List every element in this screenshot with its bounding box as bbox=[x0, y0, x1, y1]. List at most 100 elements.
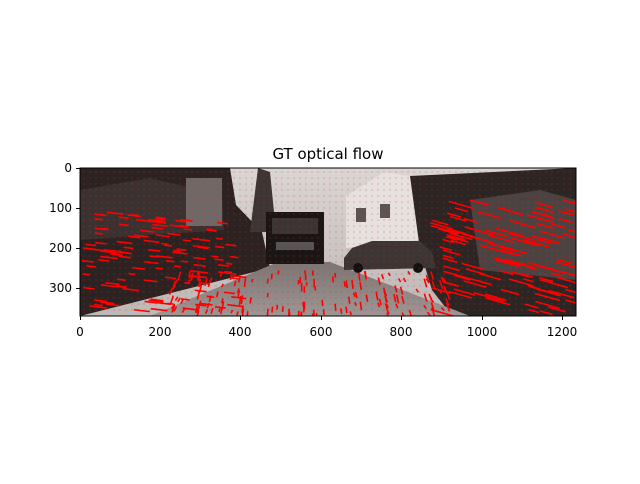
flow-dot bbox=[155, 201, 156, 202]
flow-dot bbox=[497, 171, 498, 172]
flow-dot bbox=[329, 201, 330, 202]
flow-dot bbox=[161, 171, 162, 172]
flow-dot bbox=[113, 231, 114, 232]
flow-dot bbox=[569, 183, 570, 184]
flow-dot bbox=[227, 207, 228, 208]
y-tick-label: 200 bbox=[49, 241, 72, 255]
flow-dot bbox=[479, 261, 480, 262]
flow-dot bbox=[365, 207, 366, 208]
flow-dot bbox=[431, 243, 432, 244]
flow-dot bbox=[407, 261, 408, 262]
flow-dot bbox=[149, 195, 150, 196]
flow-dot bbox=[335, 285, 336, 286]
flow-dot bbox=[491, 183, 492, 184]
flow-dot bbox=[83, 303, 84, 304]
flow-dot bbox=[293, 249, 294, 250]
flow-dot bbox=[335, 249, 336, 250]
flow-dot bbox=[407, 303, 408, 304]
flow-dot bbox=[317, 219, 318, 220]
flow-dot bbox=[395, 171, 396, 172]
flow-dot bbox=[341, 213, 342, 214]
flow-dot bbox=[497, 201, 498, 202]
flow-dot bbox=[413, 249, 414, 250]
flow-dot bbox=[539, 177, 540, 178]
flow-dot bbox=[149, 243, 150, 244]
flow-dot bbox=[527, 231, 528, 232]
flow-dot bbox=[455, 201, 456, 202]
flow-dot bbox=[353, 291, 354, 292]
flow-dot bbox=[395, 225, 396, 226]
flow-dot bbox=[107, 231, 108, 232]
flow-dot bbox=[191, 225, 192, 226]
flow-dot bbox=[401, 231, 402, 232]
flow-dot bbox=[239, 201, 240, 202]
flow-dot bbox=[203, 279, 204, 280]
flow-dot bbox=[83, 189, 84, 190]
flow-dot bbox=[143, 201, 144, 202]
flow-dot bbox=[311, 255, 312, 256]
flow-dot bbox=[383, 171, 384, 172]
flow-dot bbox=[245, 261, 246, 262]
flow-dot bbox=[365, 177, 366, 178]
flow-dot bbox=[407, 207, 408, 208]
flow-dot bbox=[461, 255, 462, 256]
flow-dot bbox=[461, 297, 462, 298]
flow-dot bbox=[227, 213, 228, 214]
flow-dot bbox=[407, 279, 408, 280]
flow-dot bbox=[443, 183, 444, 184]
flow-dot bbox=[569, 303, 570, 304]
flow-dot bbox=[221, 279, 222, 280]
flow-dot bbox=[137, 171, 138, 172]
flow-dot bbox=[215, 201, 216, 202]
flow-dot bbox=[383, 249, 384, 250]
flow-dot bbox=[377, 267, 378, 268]
flow-dot bbox=[557, 297, 558, 298]
flow-dot bbox=[137, 285, 138, 286]
flow-dot bbox=[407, 195, 408, 196]
flow-dot bbox=[149, 267, 150, 268]
flow-dot bbox=[113, 267, 114, 268]
flow-dot bbox=[287, 303, 288, 304]
flow-dot bbox=[515, 219, 516, 220]
flow-dot bbox=[191, 243, 192, 244]
flow-dot bbox=[539, 225, 540, 226]
flow-dot bbox=[569, 219, 570, 220]
flow-dot bbox=[359, 249, 360, 250]
flow-dot bbox=[179, 261, 180, 262]
flow-dot bbox=[341, 297, 342, 298]
flow-dot bbox=[395, 207, 396, 208]
x-tick-label: 0 bbox=[76, 325, 84, 339]
flow-dot bbox=[497, 261, 498, 262]
flow-dot bbox=[461, 309, 462, 310]
flow-dot bbox=[317, 267, 318, 268]
flow-dot bbox=[389, 243, 390, 244]
flow-dot bbox=[521, 255, 522, 256]
flow-dot bbox=[545, 201, 546, 202]
flow-dot bbox=[359, 309, 360, 310]
flow-dot bbox=[371, 207, 372, 208]
flow-dot bbox=[299, 267, 300, 268]
flow-dot bbox=[251, 243, 252, 244]
flow-dot bbox=[107, 291, 108, 292]
flow-vector bbox=[132, 215, 139, 216]
flow-vector bbox=[224, 272, 232, 273]
flow-dot bbox=[215, 171, 216, 172]
flow-dot bbox=[233, 231, 234, 232]
flow-dot bbox=[503, 237, 504, 238]
flow-dot bbox=[371, 231, 372, 232]
flow-dot bbox=[407, 201, 408, 202]
flow-dot bbox=[353, 279, 354, 280]
flow-dot bbox=[485, 291, 486, 292]
flow-dot bbox=[347, 189, 348, 190]
flow-dot bbox=[461, 195, 462, 196]
flow-dot bbox=[527, 297, 528, 298]
flow-dot bbox=[233, 201, 234, 202]
flow-dot bbox=[503, 285, 504, 286]
flow-dot bbox=[209, 249, 210, 250]
flow-dot bbox=[467, 225, 468, 226]
flow-dot bbox=[503, 279, 504, 280]
flow-dot bbox=[539, 189, 540, 190]
flow-dot bbox=[125, 177, 126, 178]
flow-dot bbox=[551, 219, 552, 220]
flow-dot bbox=[359, 171, 360, 172]
